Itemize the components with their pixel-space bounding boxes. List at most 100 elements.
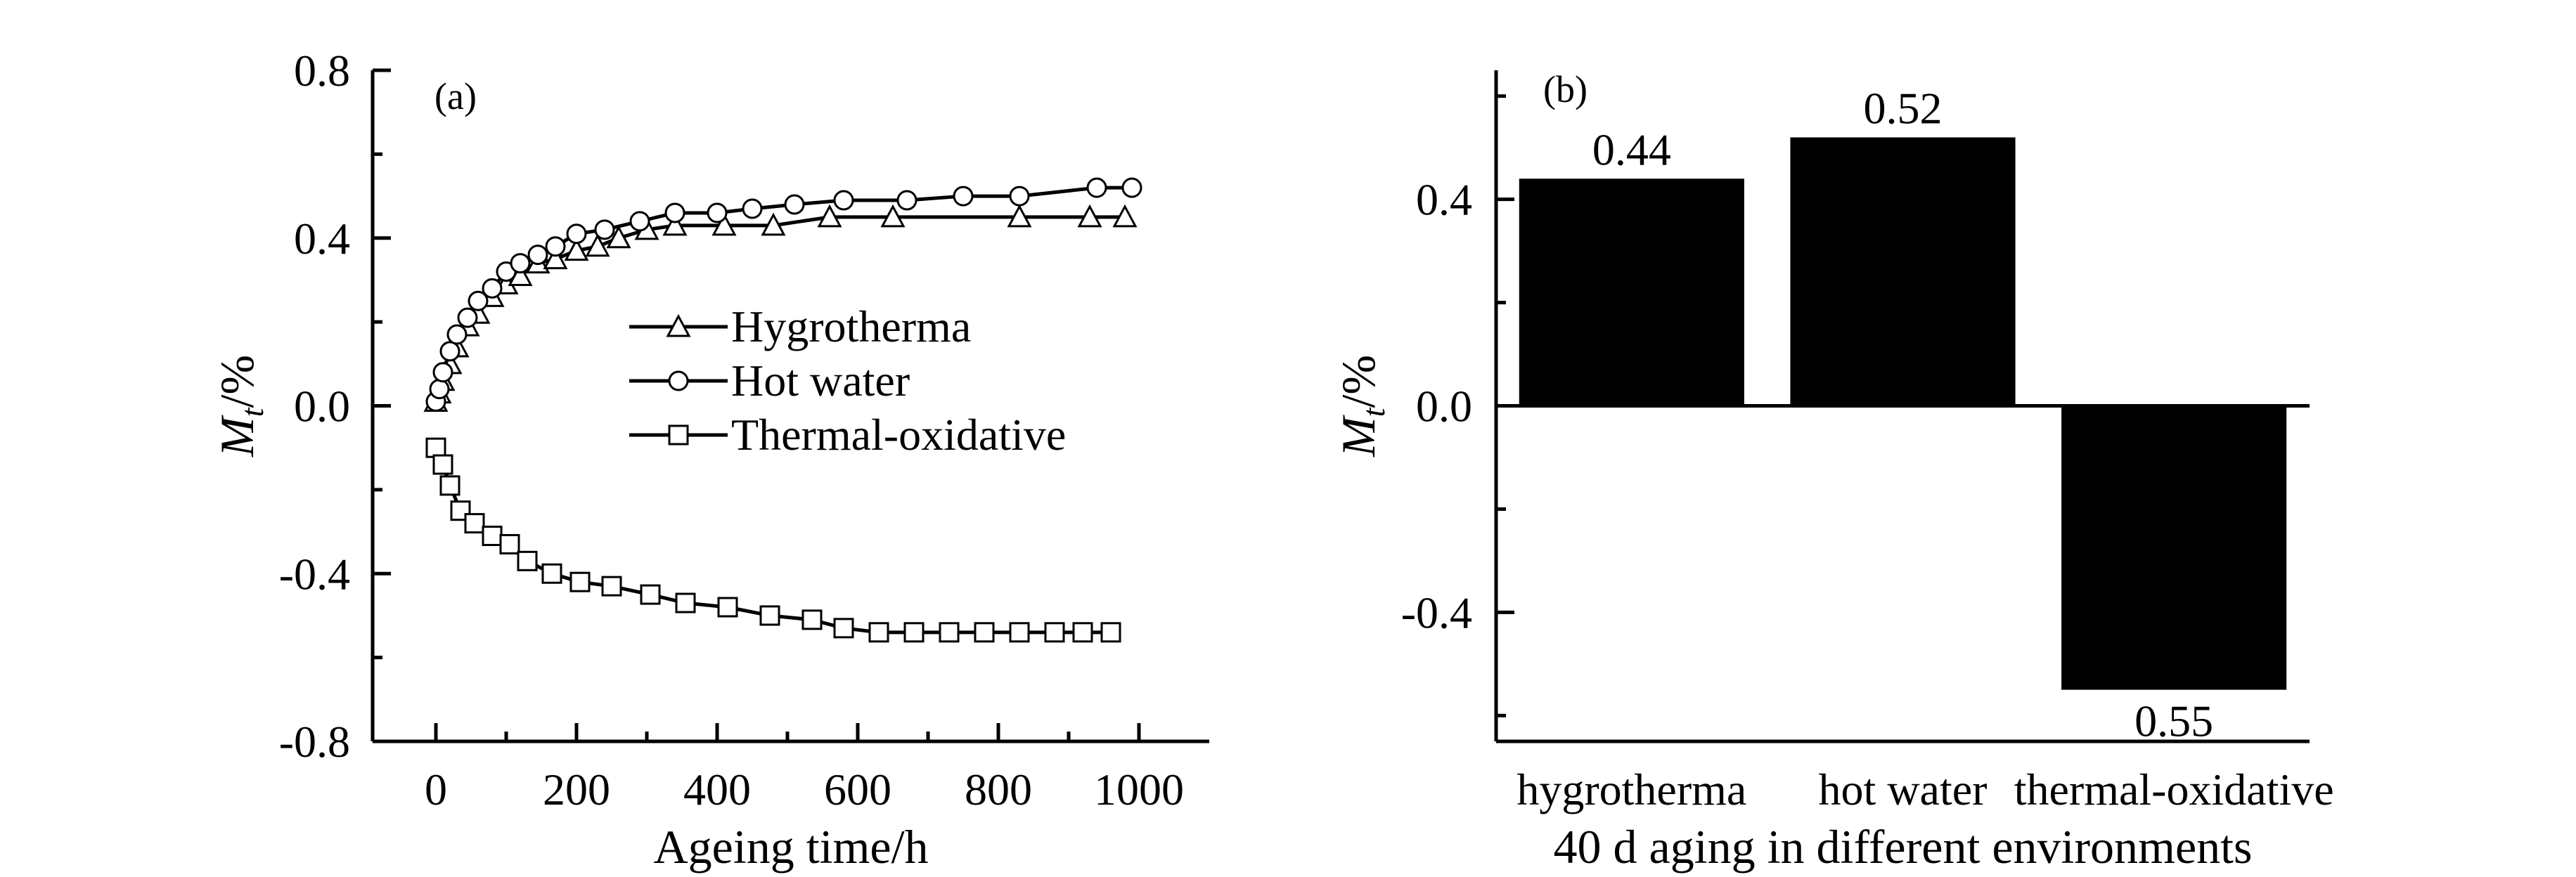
data-point-thermal-oxidative [499, 533, 520, 554]
data-point-thermal-oxidative [1044, 622, 1065, 643]
y-axis-title-main: M [210, 415, 264, 457]
data-point-hot-water [1086, 177, 1107, 198]
data-point-hot-water [784, 194, 805, 215]
legend-marker-hot-water [668, 370, 689, 391]
legend: Hygrotherma Hot water Thermal-oxidative [629, 301, 1066, 460]
panel-label-b: (b) [1543, 68, 1588, 110]
data-point-hygrotherma [761, 212, 786, 236]
data-point-hygrotherma [564, 238, 589, 261]
data-point-hygrotherma [1007, 204, 1032, 228]
y-tick-label: 0.4 [294, 214, 350, 264]
bar-value-label-hygrotherma: 0.44 [1592, 124, 1671, 174]
data-point-hot-water [833, 190, 854, 211]
y-tick-label: 0.0 [294, 382, 350, 431]
series-hot-water [425, 177, 1142, 412]
y-axis-title: Mt/% [1332, 355, 1391, 457]
panel-label-a: (a) [434, 75, 477, 117]
data-point-thermal-oxidative [833, 618, 854, 639]
y-tick-label: 0.4 [1416, 175, 1472, 225]
data-point-hot-water [439, 341, 461, 362]
data-point-thermal-oxidative [1009, 622, 1030, 643]
data-point-thermal-oxidative [675, 592, 696, 613]
data-point-hygrotherma [585, 233, 610, 257]
legend-marker-thermal-oxidative [668, 424, 689, 446]
y-axis-title-subscript: t [1355, 407, 1391, 417]
data-point-thermal-oxidative [974, 622, 995, 643]
data-point-thermal-oxidative [425, 437, 446, 458]
data-point-thermal-oxidative [801, 609, 823, 630]
data-point-thermal-oxidative [482, 526, 503, 547]
data-point-thermal-oxidative [541, 563, 562, 584]
data-point-thermal-oxidative [640, 584, 661, 605]
bar-hygrotherma [1519, 178, 1744, 406]
data-point-thermal-oxidative [939, 622, 960, 643]
legend-label-thermal-oxidative: Thermal-oxidative [731, 410, 1066, 460]
data-point-hot-water [510, 253, 531, 274]
data-point-hot-water [432, 362, 453, 383]
x-tick-label: 400 [683, 765, 751, 814]
data-point-thermal-oxidative [569, 571, 591, 592]
data-point-hot-water [953, 186, 974, 207]
data-point-thermal-oxidative [464, 513, 485, 534]
data-point-thermal-oxidative [903, 622, 925, 643]
panel-a-line-chart: 0.8 0.4 0.0 -0.4 -0.8 0 200 400 600 800 1000 Ageing… [210, 46, 1209, 873]
legend-marker-hygrotherma [666, 313, 691, 337]
data-point-thermal-oxidative [439, 475, 461, 496]
series-thermal-oxidative [425, 437, 1121, 643]
data-point-hot-water [446, 324, 468, 345]
category-label-thermal-oxidative: thermal-oxidative [2014, 765, 2334, 814]
legend-label-hot-water: Hot water [731, 356, 910, 405]
data-point-hot-water [742, 198, 763, 219]
y-tick-label: 0.8 [294, 46, 350, 96]
panel-b-bar-chart: 0.4 0.0 -0.4 0.44 hygrotherma 0.52 hot water 0.… [1332, 68, 2334, 873]
y-tick-label: -0.4 [279, 549, 350, 599]
data-point-hygrotherma [817, 204, 842, 228]
data-point-thermal-oxidative [601, 576, 622, 597]
y-axis-title-suffix: /% [210, 355, 264, 408]
data-point-hygrotherma [1077, 204, 1102, 228]
data-point-hygrotherma [1112, 204, 1138, 228]
x-axis-title: 40 d aging in different environments [1554, 820, 2253, 873]
series-line-thermal-oxidative [434, 447, 1111, 635]
data-point-hot-water [527, 245, 548, 266]
x-tick-label: 1000 [1094, 765, 1184, 814]
data-point-thermal-oxidative [759, 605, 780, 626]
data-point-hot-water [1009, 186, 1030, 207]
bar-value-label-hot-water: 0.52 [1864, 84, 1943, 134]
x-tick-label: 0 [425, 765, 447, 814]
data-point-hot-water [707, 202, 728, 223]
data-point-hygrotherma [606, 225, 631, 249]
x-tick-label: 200 [543, 765, 610, 814]
data-point-hot-water [468, 290, 489, 311]
x-tick-label: 600 [824, 765, 891, 814]
data-point-hygrotherma [711, 212, 737, 236]
data-point-hot-water [629, 211, 650, 232]
data-point-thermal-oxidative [1100, 622, 1121, 643]
y-axis-title-subscript: t [234, 407, 270, 417]
y-tick-label: 0.0 [1416, 382, 1472, 431]
x-axis-title: Ageing time/h [654, 820, 929, 873]
data-point-thermal-oxidative [868, 622, 889, 643]
data-point-thermal-oxidative [432, 454, 453, 475]
data-point-thermal-oxidative [517, 550, 538, 571]
data-point-hygrotherma [543, 246, 568, 270]
x-tick-label: 800 [965, 765, 1032, 814]
data-point-hot-water [1121, 177, 1142, 198]
data-point-thermal-oxidative [717, 597, 738, 618]
legend-label-hygrotherma: Hygrotherma [731, 301, 971, 351]
category-label-hygrotherma: hygrotherma [1516, 765, 1746, 814]
bar-value-label-thermal-oxidative: 0.55 [2134, 696, 2213, 746]
data-point-hot-water [457, 307, 478, 328]
data-point-hot-water [482, 278, 503, 299]
data-point-hot-water [566, 223, 587, 245]
data-point-hygrotherma [880, 204, 906, 228]
data-point-hot-water [429, 379, 450, 400]
data-point-hot-water [896, 190, 917, 211]
data-point-hot-water [664, 202, 685, 223]
data-point-thermal-oxidative [1072, 622, 1093, 643]
y-axis-title: Mt/% [210, 355, 270, 457]
bar-thermal-oxidative [2061, 405, 2287, 690]
y-tick-label: -0.8 [279, 717, 350, 767]
